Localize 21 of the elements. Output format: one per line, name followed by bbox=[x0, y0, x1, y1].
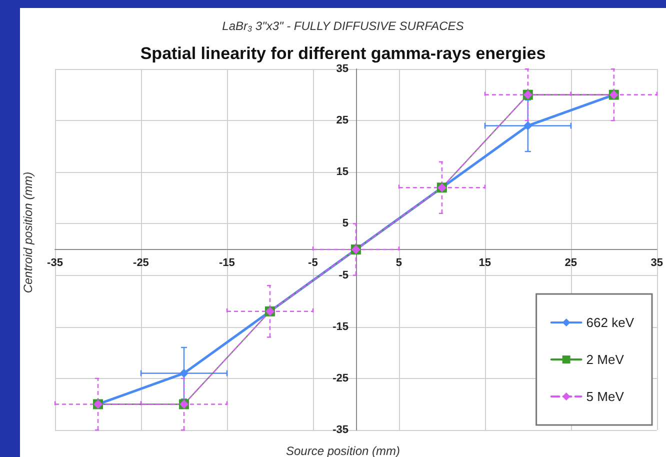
y-tick-label: -25 bbox=[332, 372, 348, 384]
y-tick-label: 25 bbox=[336, 114, 348, 127]
x-tick-label: -25 bbox=[133, 257, 149, 269]
y-tick-label: 15 bbox=[336, 166, 348, 178]
legend-label: 662 keV bbox=[586, 315, 634, 330]
y-tick-label: -35 bbox=[332, 424, 348, 436]
legend-label: 5 MeV bbox=[586, 389, 624, 404]
x-tick-label: 35 bbox=[650, 257, 664, 269]
y-tick-label: -5 bbox=[338, 269, 348, 282]
x-tick-label: -35 bbox=[47, 257, 63, 269]
x-tick-label: 15 bbox=[478, 257, 492, 269]
x-tick-label: -15 bbox=[219, 257, 235, 269]
legend-label: 2 MeV bbox=[586, 352, 624, 367]
x-tick-label: 5 bbox=[396, 257, 402, 269]
y-axis-title: Centroid position (mm) bbox=[21, 172, 35, 294]
y-tick-label: 5 bbox=[342, 218, 348, 230]
chart-title: Spatial linearity for different gamma-rays energies bbox=[140, 44, 546, 63]
y-tick-label: -15 bbox=[332, 320, 348, 333]
x-tick-label: 25 bbox=[564, 257, 578, 269]
y-tick-label: 35 bbox=[336, 63, 348, 75]
x-tick-label: -5 bbox=[308, 257, 318, 269]
